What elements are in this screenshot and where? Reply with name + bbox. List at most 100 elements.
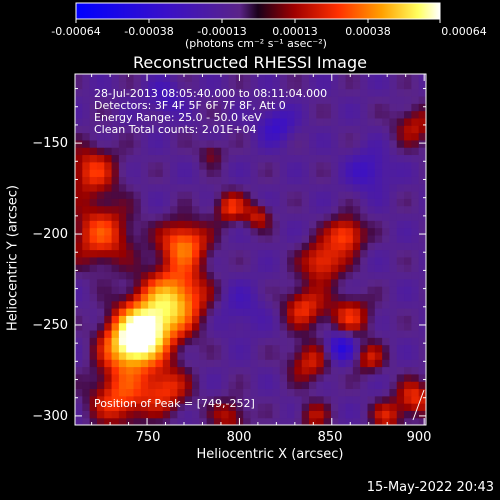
heatmap-cell <box>294 329 303 338</box>
heatmap-cell <box>367 395 376 404</box>
heatmap-cell <box>184 315 193 324</box>
heatmap-cell <box>272 191 281 199</box>
heatmap-cell <box>126 293 135 302</box>
heatmap-cell <box>338 161 347 170</box>
heatmap-cell <box>228 271 237 280</box>
heatmap-cell <box>96 278 105 287</box>
heatmap-cell <box>418 176 426 185</box>
heatmap-cell <box>287 154 295 163</box>
heatmap-cell <box>199 278 208 287</box>
heatmap-cell <box>272 322 281 331</box>
heatmap-cell <box>330 293 339 302</box>
heatmap-cell <box>89 264 98 273</box>
heatmap-cell <box>133 308 142 316</box>
info-time-range: 28-Jul-2013 08:05:40.000 to 08:11:04.000 <box>94 87 328 100</box>
heatmap-cell <box>250 132 259 141</box>
heatmap-cell <box>177 329 186 338</box>
heatmap-cell <box>352 154 361 163</box>
heatmap-cell <box>389 271 398 280</box>
heatmap-cell <box>155 205 164 214</box>
heatmap-cell <box>96 169 105 177</box>
heatmap-cell <box>111 403 120 411</box>
heatmap-cell <box>140 351 149 360</box>
heatmap-cell <box>418 139 426 148</box>
heatmap-cell <box>235 81 244 90</box>
heatmap-cell <box>250 388 259 397</box>
heatmap-cell <box>272 169 281 177</box>
heatmap-cell <box>192 220 200 229</box>
heatmap-cell <box>111 300 120 309</box>
heatmap-cell <box>294 183 303 192</box>
heatmap-cell <box>96 212 105 221</box>
heatmap-cell <box>279 139 288 148</box>
heatmap-cell <box>382 81 391 90</box>
heatmap-cell <box>404 322 412 331</box>
heatmap-cell <box>192 359 200 368</box>
heatmap-cell <box>228 417 237 425</box>
heatmap-cell <box>133 212 142 221</box>
heatmap-cell <box>389 88 398 97</box>
heatmap-cell <box>192 198 200 207</box>
heatmap-cell <box>177 308 186 316</box>
heatmap-cell <box>82 359 91 368</box>
heatmap-cell <box>396 249 405 258</box>
heatmap-cell <box>367 227 376 236</box>
heatmap-cell <box>206 176 215 185</box>
heatmap-cell <box>389 81 398 90</box>
heatmap-cell <box>206 81 215 90</box>
heatmap-cell <box>206 315 215 324</box>
heatmap-cell <box>279 183 288 192</box>
heatmap-cell <box>309 227 317 236</box>
heatmap-cell <box>418 271 426 280</box>
heatmap-cell <box>389 198 398 207</box>
heatmap-cell <box>162 264 171 273</box>
heatmap-cell <box>184 139 193 148</box>
heatmap-cell <box>199 198 208 207</box>
heatmap-cell <box>352 381 361 390</box>
heatmap-cell <box>140 227 149 236</box>
heatmap-cell <box>235 256 244 265</box>
heatmap-cell <box>272 381 281 390</box>
heatmap-cell <box>250 103 259 112</box>
heatmap-cell <box>279 95 288 104</box>
heatmap-cell <box>133 95 142 104</box>
heatmap-cell <box>309 154 317 163</box>
heatmap-cell <box>250 220 259 229</box>
heatmap-cell <box>111 81 120 90</box>
heatmap-cell <box>177 322 186 331</box>
heatmap-cell <box>396 410 405 419</box>
heatmap-cell <box>396 366 405 375</box>
heatmap-cell <box>411 169 420 177</box>
y-tick-label: −150 <box>32 136 68 151</box>
heatmap-cell <box>162 315 171 324</box>
heatmap-cell <box>243 329 252 338</box>
heatmap-cell <box>221 410 230 419</box>
heatmap-cell <box>309 271 317 280</box>
heatmap-cell <box>118 344 127 353</box>
heatmap-cell <box>330 286 339 294</box>
heatmap-cell <box>279 344 288 353</box>
heatmap-cell <box>192 103 200 112</box>
heatmap-cell <box>265 139 274 148</box>
heatmap-cell <box>404 103 412 112</box>
heatmap-cell <box>272 220 281 229</box>
heatmap-cell <box>404 264 412 273</box>
heatmap-cell <box>316 337 325 346</box>
heatmap-cell <box>316 234 325 243</box>
heatmap-cell <box>133 242 142 251</box>
heatmap-cell <box>396 103 405 112</box>
heatmap-cell <box>170 132 178 141</box>
heatmap-cell <box>374 337 383 346</box>
heatmap-cell <box>126 161 135 170</box>
heatmap-cell <box>301 286 310 294</box>
heatmap-cell <box>213 139 222 148</box>
heatmap-cell <box>367 191 376 199</box>
heatmap-cell <box>155 366 164 375</box>
heatmap-cell <box>184 322 193 331</box>
heatmap-cell <box>96 293 105 302</box>
heatmap-cell <box>338 308 347 316</box>
heatmap-cell <box>250 395 259 404</box>
heatmap-cell <box>96 286 105 294</box>
heatmap-cell <box>118 300 127 309</box>
heatmap-cell <box>396 286 405 294</box>
